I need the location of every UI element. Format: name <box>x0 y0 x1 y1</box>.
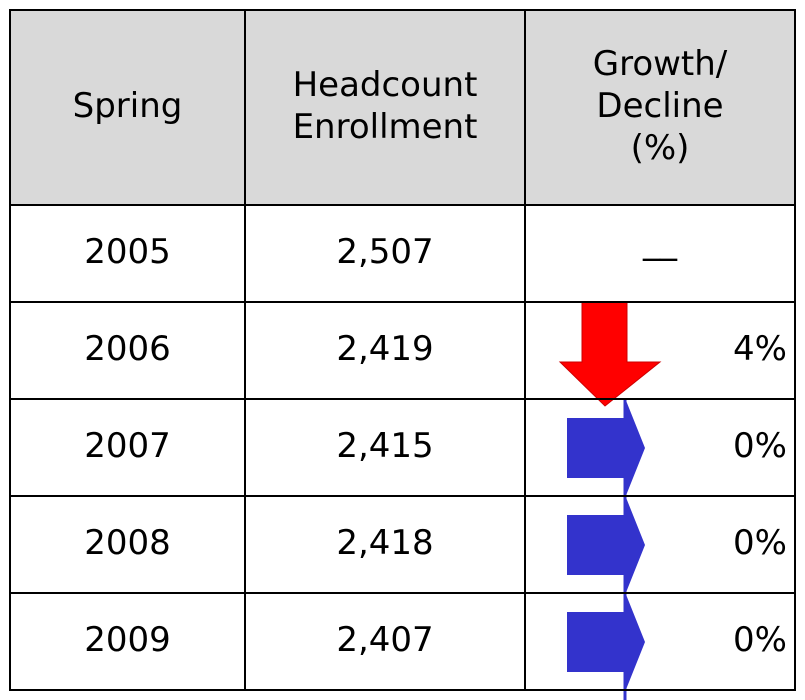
table-cell: 0% <box>733 523 787 563</box>
table-grid <box>9 9 796 691</box>
header-cell: Decline <box>596 86 723 126</box>
table-cell: 2006 <box>84 329 171 369</box>
trend-arrows <box>558 301 662 700</box>
table-cell: 2008 <box>84 523 171 563</box>
table-cell: 0% <box>733 620 787 660</box>
right-arrow <box>567 398 645 498</box>
table-cell: 2005 <box>84 232 171 272</box>
table-cell: 2009 <box>84 620 171 660</box>
down-arrow <box>558 301 662 407</box>
table-cell: 2,507 <box>336 232 433 272</box>
header-cell: (%) <box>631 128 690 168</box>
table-cell: 2,419 <box>336 329 433 369</box>
header-cell: Growth/ <box>593 44 728 84</box>
header-background <box>10 10 795 205</box>
table-cell: 0% <box>733 426 787 466</box>
table-cell: 4% <box>733 329 787 369</box>
header-cell: Headcount <box>293 65 478 105</box>
table-border <box>9 9 796 691</box>
table-cell: __ <box>642 222 678 262</box>
header-cell: Enrollment <box>293 107 478 147</box>
right-arrow <box>567 495 645 595</box>
header-cell: Spring <box>73 86 183 126</box>
table-cell: 2,407 <box>336 620 433 660</box>
right-arrow <box>567 592 645 692</box>
table-cell: 2007 <box>84 426 171 466</box>
table-cell: 2,418 <box>336 523 433 563</box>
table-cell: 2,415 <box>336 426 433 466</box>
